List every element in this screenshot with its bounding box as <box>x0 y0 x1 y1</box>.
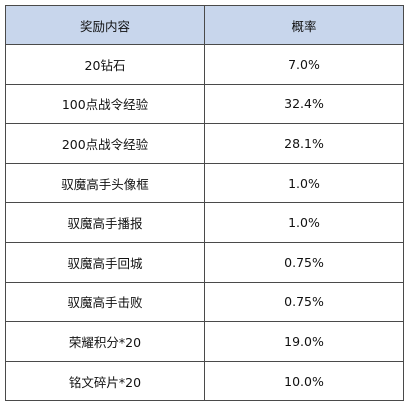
table-row: 驭魔高手头像框 1.0% <box>5 162 404 204</box>
probability-cell: 0.75% <box>204 281 404 323</box>
reward-cell: 100点战令经验 <box>5 83 205 125</box>
reward-cell: 驭魔高手击败 <box>5 281 205 323</box>
header-reward: 奖励内容 <box>5 5 205 45</box>
reward-cell: 荣耀积分*20 <box>5 321 205 362</box>
reward-cell: 铭文碎片*20 <box>5 360 205 402</box>
table-body: 20钻石 7.0% 100点战令经验 32.4% 200点战令经验 28.1% … <box>5 44 404 402</box>
probability-cell: 10.0% <box>204 360 404 402</box>
table-row: 驭魔高手回城 0.75% <box>5 241 404 283</box>
probability-cell: 28.1% <box>204 123 404 164</box>
probability-cell: 32.4% <box>204 83 404 125</box>
table-row: 荣耀积分*20 19.0% <box>5 321 404 362</box>
table-row: 驭魔高手播报 1.0% <box>5 202 404 243</box>
probability-cell: 7.0% <box>204 44 404 85</box>
reward-cell: 驭魔高手播报 <box>5 202 205 243</box>
table-row: 100点战令经验 32.4% <box>5 83 404 125</box>
table-row: 驭魔高手击败 0.75% <box>5 281 404 323</box>
table-header: 奖励内容 概率 <box>5 5 404 45</box>
table-row: 铭文碎片*20 10.0% <box>5 360 404 402</box>
table-row: 200点战令经验 28.1% <box>5 123 404 164</box>
probability-cell: 1.0% <box>204 202 404 243</box>
probability-cell: 19.0% <box>204 321 404 362</box>
probability-cell: 1.0% <box>204 162 404 204</box>
header-probability: 概率 <box>204 5 404 45</box>
reward-cell: 20钻石 <box>5 44 205 85</box>
table-row: 20钻石 7.0% <box>5 44 404 85</box>
reward-probability-table: 奖励内容 概率 20钻石 7.0% 100点战令经验 32.4% 200点战令经… <box>5 5 404 402</box>
reward-cell: 驭魔高手回城 <box>5 241 205 283</box>
reward-cell: 驭魔高手头像框 <box>5 162 205 204</box>
reward-cell: 200点战令经验 <box>5 123 205 164</box>
header-row: 奖励内容 概率 <box>5 5 404 45</box>
probability-cell: 0.75% <box>204 241 404 283</box>
